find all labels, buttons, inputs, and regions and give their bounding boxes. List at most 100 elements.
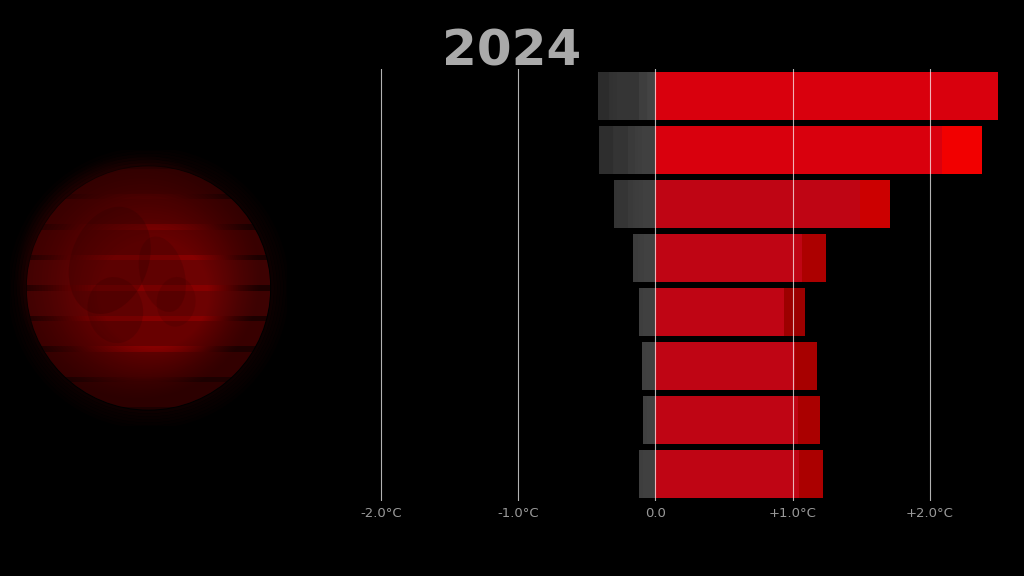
Bar <box>655 126 715 174</box>
Bar <box>655 396 696 444</box>
Bar <box>655 342 802 390</box>
Bar <box>640 126 655 174</box>
Bar <box>655 126 752 174</box>
Bar <box>655 396 667 444</box>
Bar <box>655 180 728 228</box>
Bar <box>612 126 655 174</box>
Bar <box>614 126 655 174</box>
Bar <box>655 289 775 336</box>
Bar <box>655 234 669 282</box>
Ellipse shape <box>69 207 151 314</box>
Bar <box>655 396 805 444</box>
Bar <box>655 234 707 282</box>
Bar <box>655 126 852 174</box>
Bar <box>655 234 669 282</box>
Bar <box>655 289 707 336</box>
Bar <box>655 396 798 444</box>
Bar <box>655 180 672 228</box>
Bar <box>655 180 673 228</box>
Bar <box>650 342 655 390</box>
Bar <box>655 289 658 336</box>
Bar <box>650 289 655 336</box>
Bar <box>655 450 660 498</box>
Bar <box>655 396 711 444</box>
Bar <box>655 450 681 498</box>
Bar <box>640 234 655 282</box>
Bar <box>655 450 808 498</box>
Bar <box>655 289 667 336</box>
Bar <box>655 396 775 444</box>
Bar <box>655 396 776 444</box>
Bar <box>655 289 695 336</box>
Circle shape <box>53 193 237 376</box>
Bar <box>655 73 744 120</box>
Bar <box>655 126 728 174</box>
Bar <box>655 342 796 390</box>
Bar <box>655 342 716 390</box>
Bar <box>655 234 802 282</box>
Bar <box>631 73 655 120</box>
Bar <box>655 450 683 498</box>
Bar <box>655 73 993 120</box>
Bar <box>655 73 663 120</box>
Bar <box>655 342 663 390</box>
Bar <box>655 342 740 390</box>
Bar <box>647 342 655 390</box>
Bar <box>652 180 655 228</box>
Bar <box>655 73 999 120</box>
Bar <box>655 450 753 498</box>
Bar <box>655 289 772 336</box>
Bar <box>655 396 721 444</box>
Bar <box>655 396 744 444</box>
Bar <box>655 234 692 282</box>
Bar <box>655 289 783 336</box>
Bar <box>644 73 655 120</box>
Bar <box>638 126 655 174</box>
Bar <box>655 450 723 498</box>
Bar <box>655 73 794 120</box>
Bar <box>655 396 788 444</box>
Bar <box>651 73 655 120</box>
Bar <box>628 180 655 228</box>
Bar <box>638 73 655 120</box>
Bar <box>655 450 660 498</box>
Bar <box>655 342 717 390</box>
Bar <box>655 126 783 174</box>
Bar <box>655 126 659 174</box>
Bar <box>655 450 749 498</box>
Bar <box>655 289 753 336</box>
Bar <box>655 342 708 390</box>
Bar <box>655 450 780 498</box>
Bar <box>655 180 672 228</box>
Bar <box>655 396 672 444</box>
Bar <box>655 342 783 390</box>
Bar <box>655 396 656 444</box>
Bar <box>652 289 655 336</box>
Bar <box>655 396 675 444</box>
Bar <box>655 180 656 228</box>
Bar <box>655 73 696 120</box>
Bar <box>655 289 671 336</box>
Bar <box>655 126 727 174</box>
Bar <box>655 342 669 390</box>
Bar <box>655 396 700 444</box>
Bar <box>655 180 743 228</box>
Bar <box>655 126 801 174</box>
Bar <box>655 450 794 498</box>
Bar <box>655 126 672 174</box>
Bar <box>655 234 719 282</box>
Bar <box>646 342 655 390</box>
Bar <box>655 289 664 336</box>
Bar <box>655 180 675 228</box>
Bar <box>655 450 669 498</box>
Bar <box>614 126 655 174</box>
Bar <box>652 289 655 336</box>
Bar <box>655 396 668 444</box>
Bar <box>655 126 760 174</box>
Bar <box>655 234 677 282</box>
Bar <box>655 180 844 228</box>
Bar <box>655 342 683 390</box>
Bar <box>655 73 864 120</box>
Bar <box>655 126 672 174</box>
Bar <box>655 289 663 336</box>
